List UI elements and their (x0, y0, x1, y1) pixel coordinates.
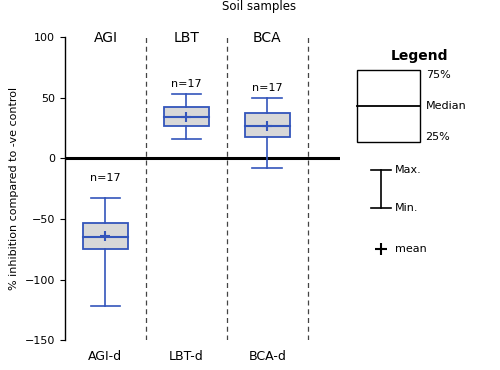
Text: 75%: 75% (426, 70, 450, 80)
Text: n=17: n=17 (252, 83, 282, 93)
Text: Max.: Max. (395, 165, 421, 175)
Text: 25%: 25% (426, 131, 450, 141)
Text: Median: Median (426, 101, 467, 111)
Text: Soil samples: Soil samples (222, 0, 296, 13)
Bar (164, 107, 209, 125)
Text: mean: mean (395, 245, 426, 255)
Text: n=17: n=17 (171, 79, 202, 89)
Text: n=17: n=17 (90, 173, 121, 183)
Bar (83, 223, 128, 249)
Text: AGI: AGI (94, 31, 118, 46)
Text: BCA: BCA (253, 31, 282, 46)
Text: LBT: LBT (174, 31, 200, 46)
Text: Min.: Min. (395, 204, 418, 213)
Y-axis label: % inhibition compared to -ve control: % inhibition compared to -ve control (10, 87, 20, 290)
Bar (244, 114, 290, 137)
Text: Legend: Legend (391, 49, 449, 63)
Bar (357, 70, 420, 141)
